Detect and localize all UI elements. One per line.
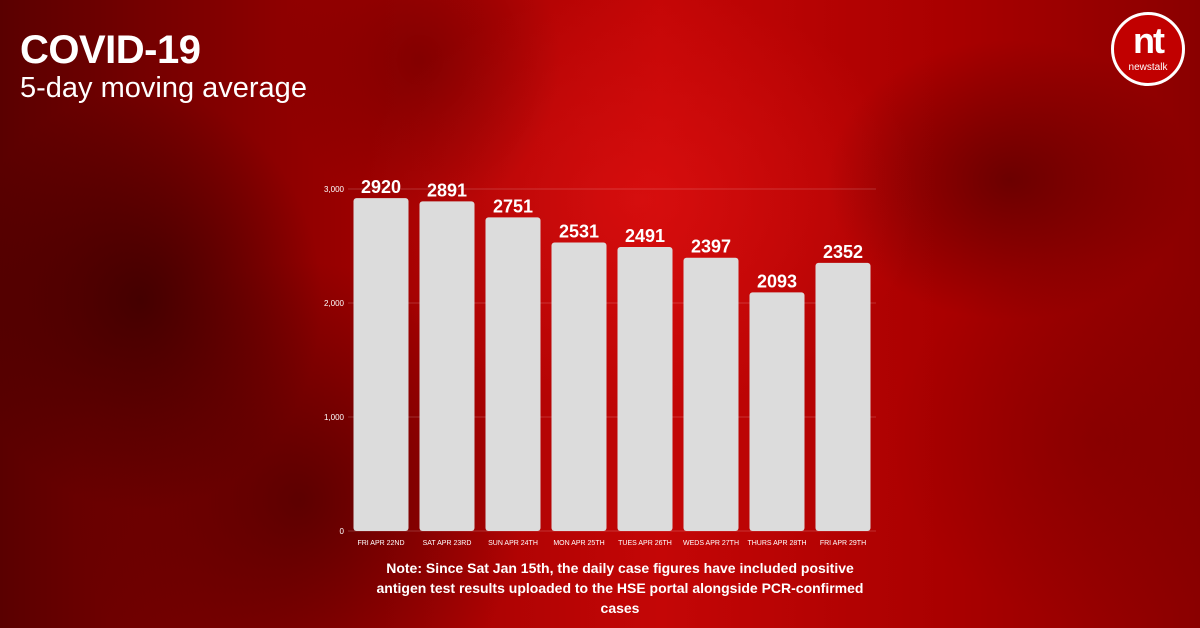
chart-title: COVID-19 xyxy=(20,28,201,72)
bar-value-label: 2751 xyxy=(493,196,533,216)
bar-value-label: 2891 xyxy=(427,180,467,200)
y-tick-label: 3,000 xyxy=(324,185,345,194)
logo-mark: nt xyxy=(1133,20,1165,61)
logo-wordmark: newstalk xyxy=(1128,62,1168,73)
x-tick-label: SUN APR 24TH xyxy=(488,540,538,547)
bar-value-label: 2920 xyxy=(361,177,401,197)
y-tick-label: 0 xyxy=(340,527,345,536)
x-tick-label: WEDS APR 27TH xyxy=(683,540,739,547)
bar-value-label: 2093 xyxy=(757,271,797,291)
bar-value-label: 2531 xyxy=(559,221,599,241)
x-tick-label: TUES APR 26TH xyxy=(618,540,672,547)
bar xyxy=(353,198,409,531)
bar xyxy=(749,292,805,531)
y-tick-label: 2,000 xyxy=(324,299,345,308)
x-tick-label: THURS APR 28TH xyxy=(747,540,806,547)
newstalk-logo: nt newstalk xyxy=(1111,12,1185,86)
bar xyxy=(815,262,871,531)
bar-value-label: 2397 xyxy=(691,237,731,257)
bar xyxy=(683,257,739,531)
chart-subtitle: 5-day moving average xyxy=(20,72,307,104)
bar xyxy=(617,247,673,531)
x-tick-label: FRI APR 29TH xyxy=(820,540,866,547)
y-tick-label: 1,000 xyxy=(324,413,345,422)
bar xyxy=(419,201,475,531)
bar xyxy=(485,217,541,532)
bar-value-label: 2352 xyxy=(823,242,863,262)
x-tick-label: FRI APR 22ND xyxy=(357,540,404,547)
footnote: Note: Since Sat Jan 15th, the daily case… xyxy=(376,560,864,616)
x-tick-label: SAT APR 23RD xyxy=(423,540,472,547)
x-tick-label: MON APR 25TH xyxy=(553,540,604,547)
bar xyxy=(551,242,607,531)
bar-value-label: 2491 xyxy=(625,226,665,246)
